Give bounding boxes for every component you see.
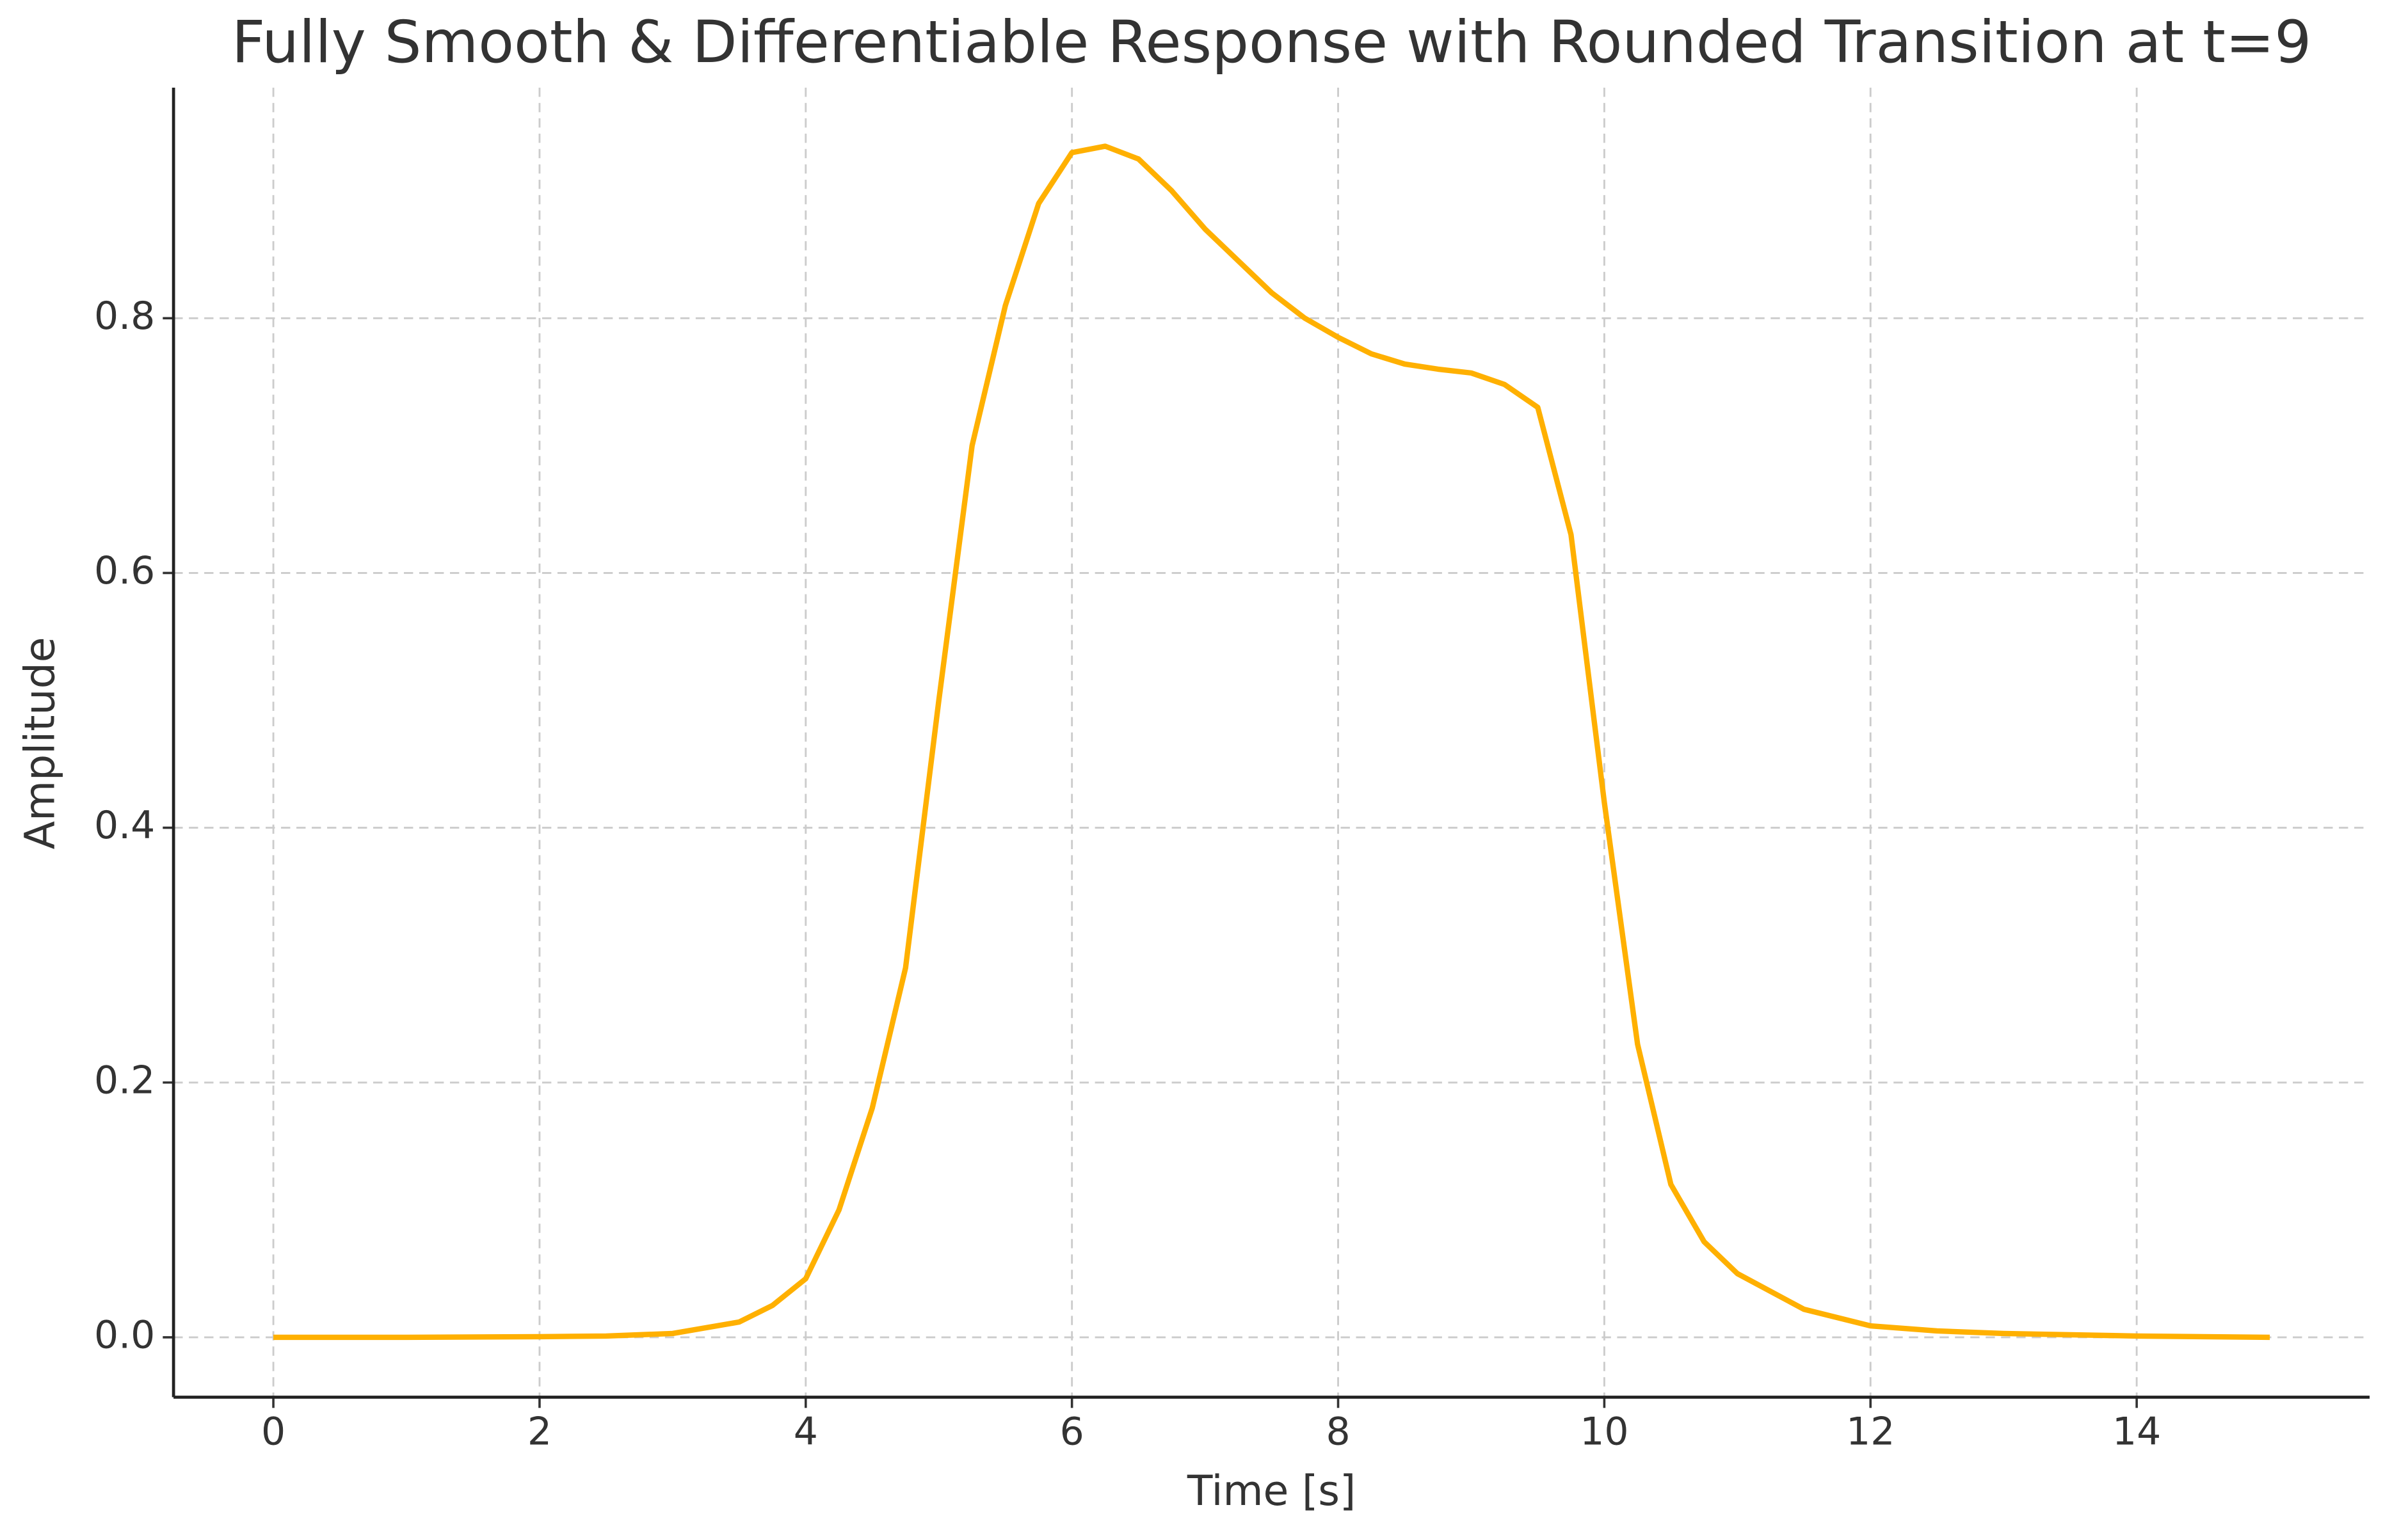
y-tick-label: 0.2 xyxy=(94,1058,155,1103)
y-axis-label: Amplitude xyxy=(17,637,65,849)
x-tick-label: 10 xyxy=(1580,1410,1628,1454)
x-tick-label: 12 xyxy=(1846,1410,1895,1454)
x-tick-label: 2 xyxy=(527,1410,552,1454)
x-axis-label: Time [s] xyxy=(1187,1467,1356,1515)
y-tick-label: 0.6 xyxy=(94,548,155,593)
x-tick-label: 14 xyxy=(2112,1410,2161,1454)
x-tick-label: 8 xyxy=(1326,1410,1350,1454)
y-tick-label: 0.0 xyxy=(94,1313,155,1358)
x-tick-label: 4 xyxy=(794,1410,818,1454)
x-tick-label: 0 xyxy=(261,1410,285,1454)
y-tick-label: 0.4 xyxy=(94,803,155,848)
chart-title: Fully Smooth & Differentiable Response w… xyxy=(232,8,2311,76)
data-line xyxy=(273,143,2270,1341)
y-tick-label: 0.8 xyxy=(94,294,155,338)
x-tick-label: 6 xyxy=(1060,1410,1084,1454)
